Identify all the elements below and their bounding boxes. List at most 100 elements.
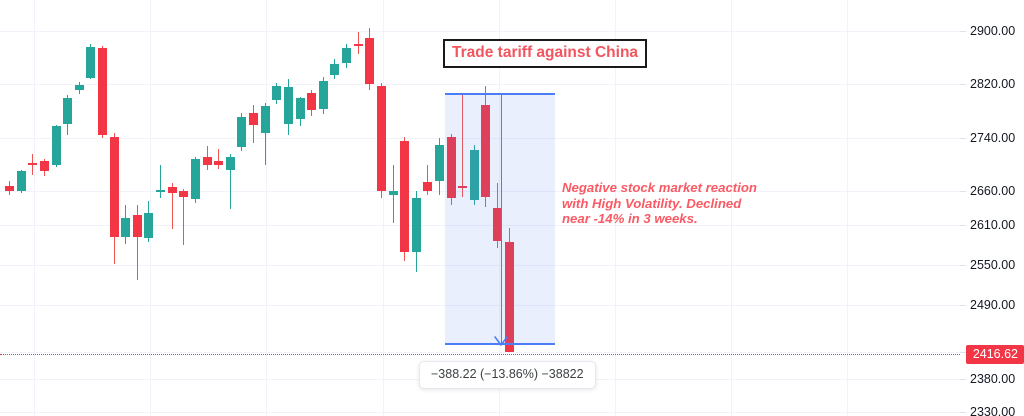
price-tick-2740-00: 2740.00 (960, 131, 1024, 145)
down-arrow-icon (493, 334, 509, 346)
candlestick[interactable] (132, 0, 142, 416)
candle-body (121, 218, 131, 237)
candlestick[interactable] (469, 0, 479, 416)
candlestick[interactable] (167, 0, 177, 416)
candlestick[interactable] (225, 0, 235, 416)
candlestick[interactable] (307, 0, 317, 416)
candlestick[interactable] (260, 0, 270, 416)
candlestick[interactable] (365, 0, 375, 416)
candlestick[interactable] (86, 0, 96, 416)
candle-body (469, 150, 479, 200)
candle-body (167, 187, 177, 193)
candle-wick (136, 204, 138, 280)
candlestick[interactable] (411, 0, 421, 416)
price-tick-2330-00: 2330.00 (960, 405, 1024, 416)
candle-wick (183, 188, 185, 245)
candlestick[interactable] (446, 0, 456, 416)
gridline-2740-00 (0, 138, 960, 139)
candle-body (272, 85, 282, 101)
annotation-market-reaction[interactable]: Negative stock market reaction with High… (562, 180, 757, 226)
candle-body (132, 214, 142, 237)
gridline-vertical (266, 0, 267, 416)
price-scale-axis[interactable]: 2900.00 2820.00 2740.00 2660.00 2610.00 2550.… (960, 0, 1024, 416)
candle-body (423, 182, 433, 192)
candlestick[interactable] (481, 0, 491, 416)
candle-body (86, 47, 96, 78)
tick-dash (960, 265, 966, 266)
annotation-trade-tariff[interactable]: Trade tariff against China (443, 39, 648, 68)
candle-body (51, 125, 61, 165)
candle-body (283, 87, 293, 125)
candle-body (376, 85, 386, 192)
price-tick-2490-00: 2490.00 (960, 298, 1024, 312)
candlestick[interactable] (237, 0, 247, 416)
gridline-vertical (731, 0, 732, 416)
measurement-center-line (501, 93, 502, 345)
chart-plot-area[interactable]: Trade tariff against China Negative stoc… (0, 0, 960, 416)
measurement-selection-box[interactable] (445, 93, 555, 345)
gridline-2900-00 (0, 31, 960, 32)
candlestick[interactable] (504, 0, 514, 416)
candle-wick (462, 93, 464, 197)
gridline-2330-00 (0, 412, 960, 413)
candlestick[interactable] (388, 0, 398, 416)
candle-body (5, 186, 14, 192)
candlestick[interactable] (109, 0, 119, 416)
candle-body (28, 163, 38, 165)
candlestick[interactable] (283, 0, 293, 416)
candlestick[interactable] (63, 0, 73, 416)
price-tick-label: 2330.00 (970, 405, 1016, 416)
candlestick[interactable] (342, 0, 351, 416)
candlestick[interactable] (190, 0, 200, 416)
candle-body (400, 140, 410, 252)
candle-body (411, 198, 421, 252)
candle-body (109, 136, 119, 237)
candlestick[interactable] (51, 0, 61, 416)
candle-body (16, 171, 26, 191)
candlestick[interactable] (458, 0, 468, 416)
candlestick[interactable] (353, 0, 363, 416)
price-tick-label: 2610.00 (970, 218, 1016, 232)
candlestick[interactable] (249, 0, 258, 416)
candlestick[interactable] (156, 0, 166, 416)
candlestick[interactable] (74, 0, 84, 416)
candle-body (225, 156, 235, 171)
candlestick[interactable] (28, 0, 38, 416)
candle-body (342, 48, 351, 64)
candlestick[interactable] (98, 0, 107, 416)
candlestick[interactable] (295, 0, 305, 416)
candle-body (156, 190, 166, 192)
candlestick[interactable] (318, 0, 328, 416)
candlestick[interactable] (434, 0, 444, 416)
candle-body (260, 105, 270, 133)
candle-body (434, 144, 444, 181)
candlestick[interactable] (121, 0, 131, 416)
candlestick[interactable] (144, 0, 154, 416)
candle-wick (357, 32, 359, 54)
measurement-tooltip: −388.22 (−13.86%) −38822 (419, 361, 596, 389)
candle-body (504, 242, 514, 352)
gridline-vertical (383, 0, 384, 416)
candlestick[interactable] (39, 0, 49, 416)
candlestick[interactable] (272, 0, 282, 416)
candle-body (330, 64, 340, 76)
price-tick-label: 2660.00 (970, 184, 1016, 198)
candlestick[interactable] (5, 0, 14, 416)
tick-dash (960, 84, 966, 85)
candlestick[interactable] (16, 0, 26, 416)
price-tick-label: 2550.00 (970, 258, 1016, 272)
candlestick[interactable] (376, 0, 386, 416)
candlestick[interactable] (400, 0, 410, 416)
gridline-2550-00 (0, 265, 960, 266)
candlestick[interactable] (214, 0, 224, 416)
tick-dash (960, 191, 966, 192)
candlestick[interactable] (202, 0, 212, 416)
price-tick-label: 2380.00 (970, 372, 1016, 386)
candle-body (190, 159, 200, 200)
candlestick[interactable] (179, 0, 189, 416)
candlestick[interactable] (330, 0, 340, 416)
candlestick[interactable] (423, 0, 433, 416)
candle-body (249, 112, 258, 125)
candlestick[interactable] (493, 0, 502, 416)
gridline-vertical (847, 0, 848, 416)
